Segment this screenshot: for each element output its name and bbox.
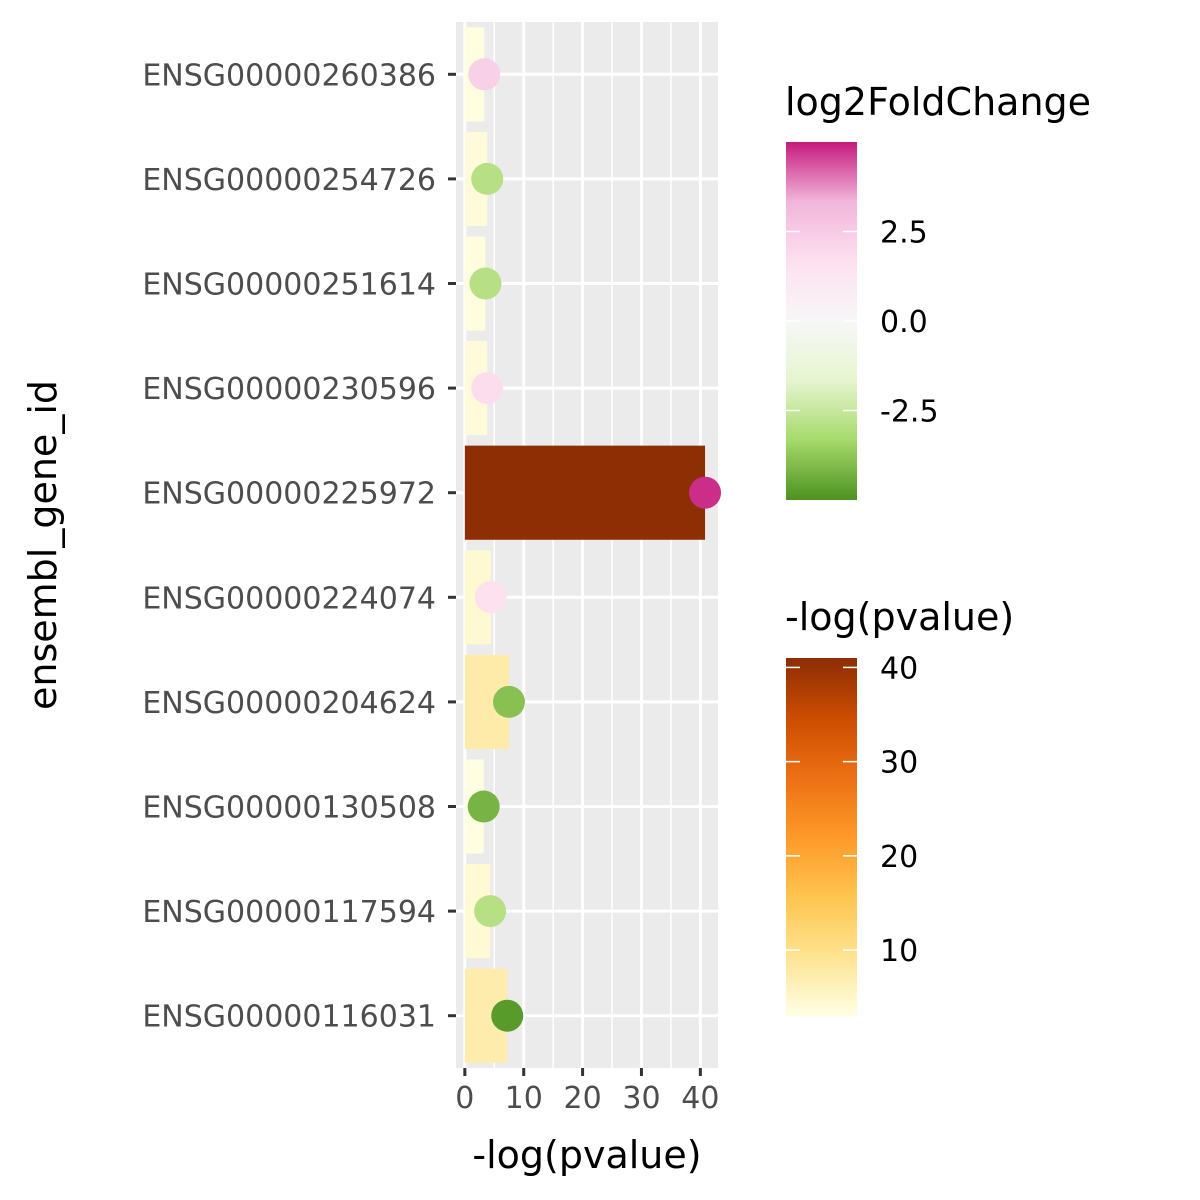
point bbox=[474, 581, 507, 614]
x-tick-label: 30 bbox=[622, 1081, 660, 1116]
y-axis-title: ensembl_gene_id bbox=[21, 380, 65, 710]
x-axis-title: -log(pvalue) bbox=[472, 1133, 701, 1177]
y-tick-label: ENSG00000204624 bbox=[142, 686, 436, 721]
point bbox=[492, 685, 525, 718]
y-tick-label: ENSG00000254726 bbox=[142, 163, 436, 198]
point bbox=[474, 895, 507, 928]
plot-panel bbox=[456, 22, 718, 1068]
legend-tick-label: 20 bbox=[880, 840, 918, 875]
point bbox=[491, 999, 524, 1032]
legend-tick-label: 0.0 bbox=[880, 305, 928, 340]
point bbox=[689, 476, 722, 509]
point bbox=[467, 790, 500, 823]
point bbox=[471, 162, 504, 195]
y-tick-label: ENSG00000260386 bbox=[142, 58, 436, 93]
y-tick-label: ENSG00000225972 bbox=[142, 477, 436, 512]
y-tick-label: ENSG00000224074 bbox=[142, 581, 436, 616]
x-tick-label: 0 bbox=[455, 1081, 474, 1116]
legend-title-pvalue: -log(pvalue) bbox=[785, 595, 1014, 639]
legend-pvalue: -log(pvalue) 40 30 20 10 bbox=[785, 595, 1014, 1016]
point bbox=[471, 372, 504, 405]
y-tick-label: ENSG00000130508 bbox=[142, 791, 436, 826]
legend-tick-label: -2.5 bbox=[880, 395, 939, 430]
axes: 0 10 20 30 40 ENSG00000260386 ENSG00000254726 E… bbox=[142, 58, 719, 1116]
legend-tick-label: 40 bbox=[880, 651, 918, 686]
y-tick-label: ENSG00000116031 bbox=[142, 1000, 436, 1035]
bar bbox=[464, 445, 706, 540]
legend-tick-label: 2.5 bbox=[880, 216, 928, 251]
legend-tick-label: 10 bbox=[880, 934, 918, 969]
y-tick-label: ENSG00000230596 bbox=[142, 372, 436, 407]
colorbar-pvalue bbox=[786, 658, 857, 1016]
y-tick-label: ENSG00000117594 bbox=[142, 895, 436, 930]
grid-lines bbox=[456, 22, 718, 1068]
x-tick-label: 10 bbox=[505, 1081, 543, 1116]
x-tick-label: 20 bbox=[563, 1081, 601, 1116]
point bbox=[468, 58, 501, 91]
x-tick-label: 40 bbox=[681, 1081, 719, 1116]
legend-title-log2foldchange: log2FoldChange bbox=[785, 80, 1091, 124]
y-tick-label: ENSG00000251614 bbox=[142, 268, 436, 303]
legend-tick-label: 30 bbox=[880, 746, 918, 781]
points bbox=[467, 58, 722, 1032]
point bbox=[469, 267, 502, 300]
legend-log2foldchange: log2FoldChange 2.5 0.0 -2.5 bbox=[785, 80, 1091, 500]
